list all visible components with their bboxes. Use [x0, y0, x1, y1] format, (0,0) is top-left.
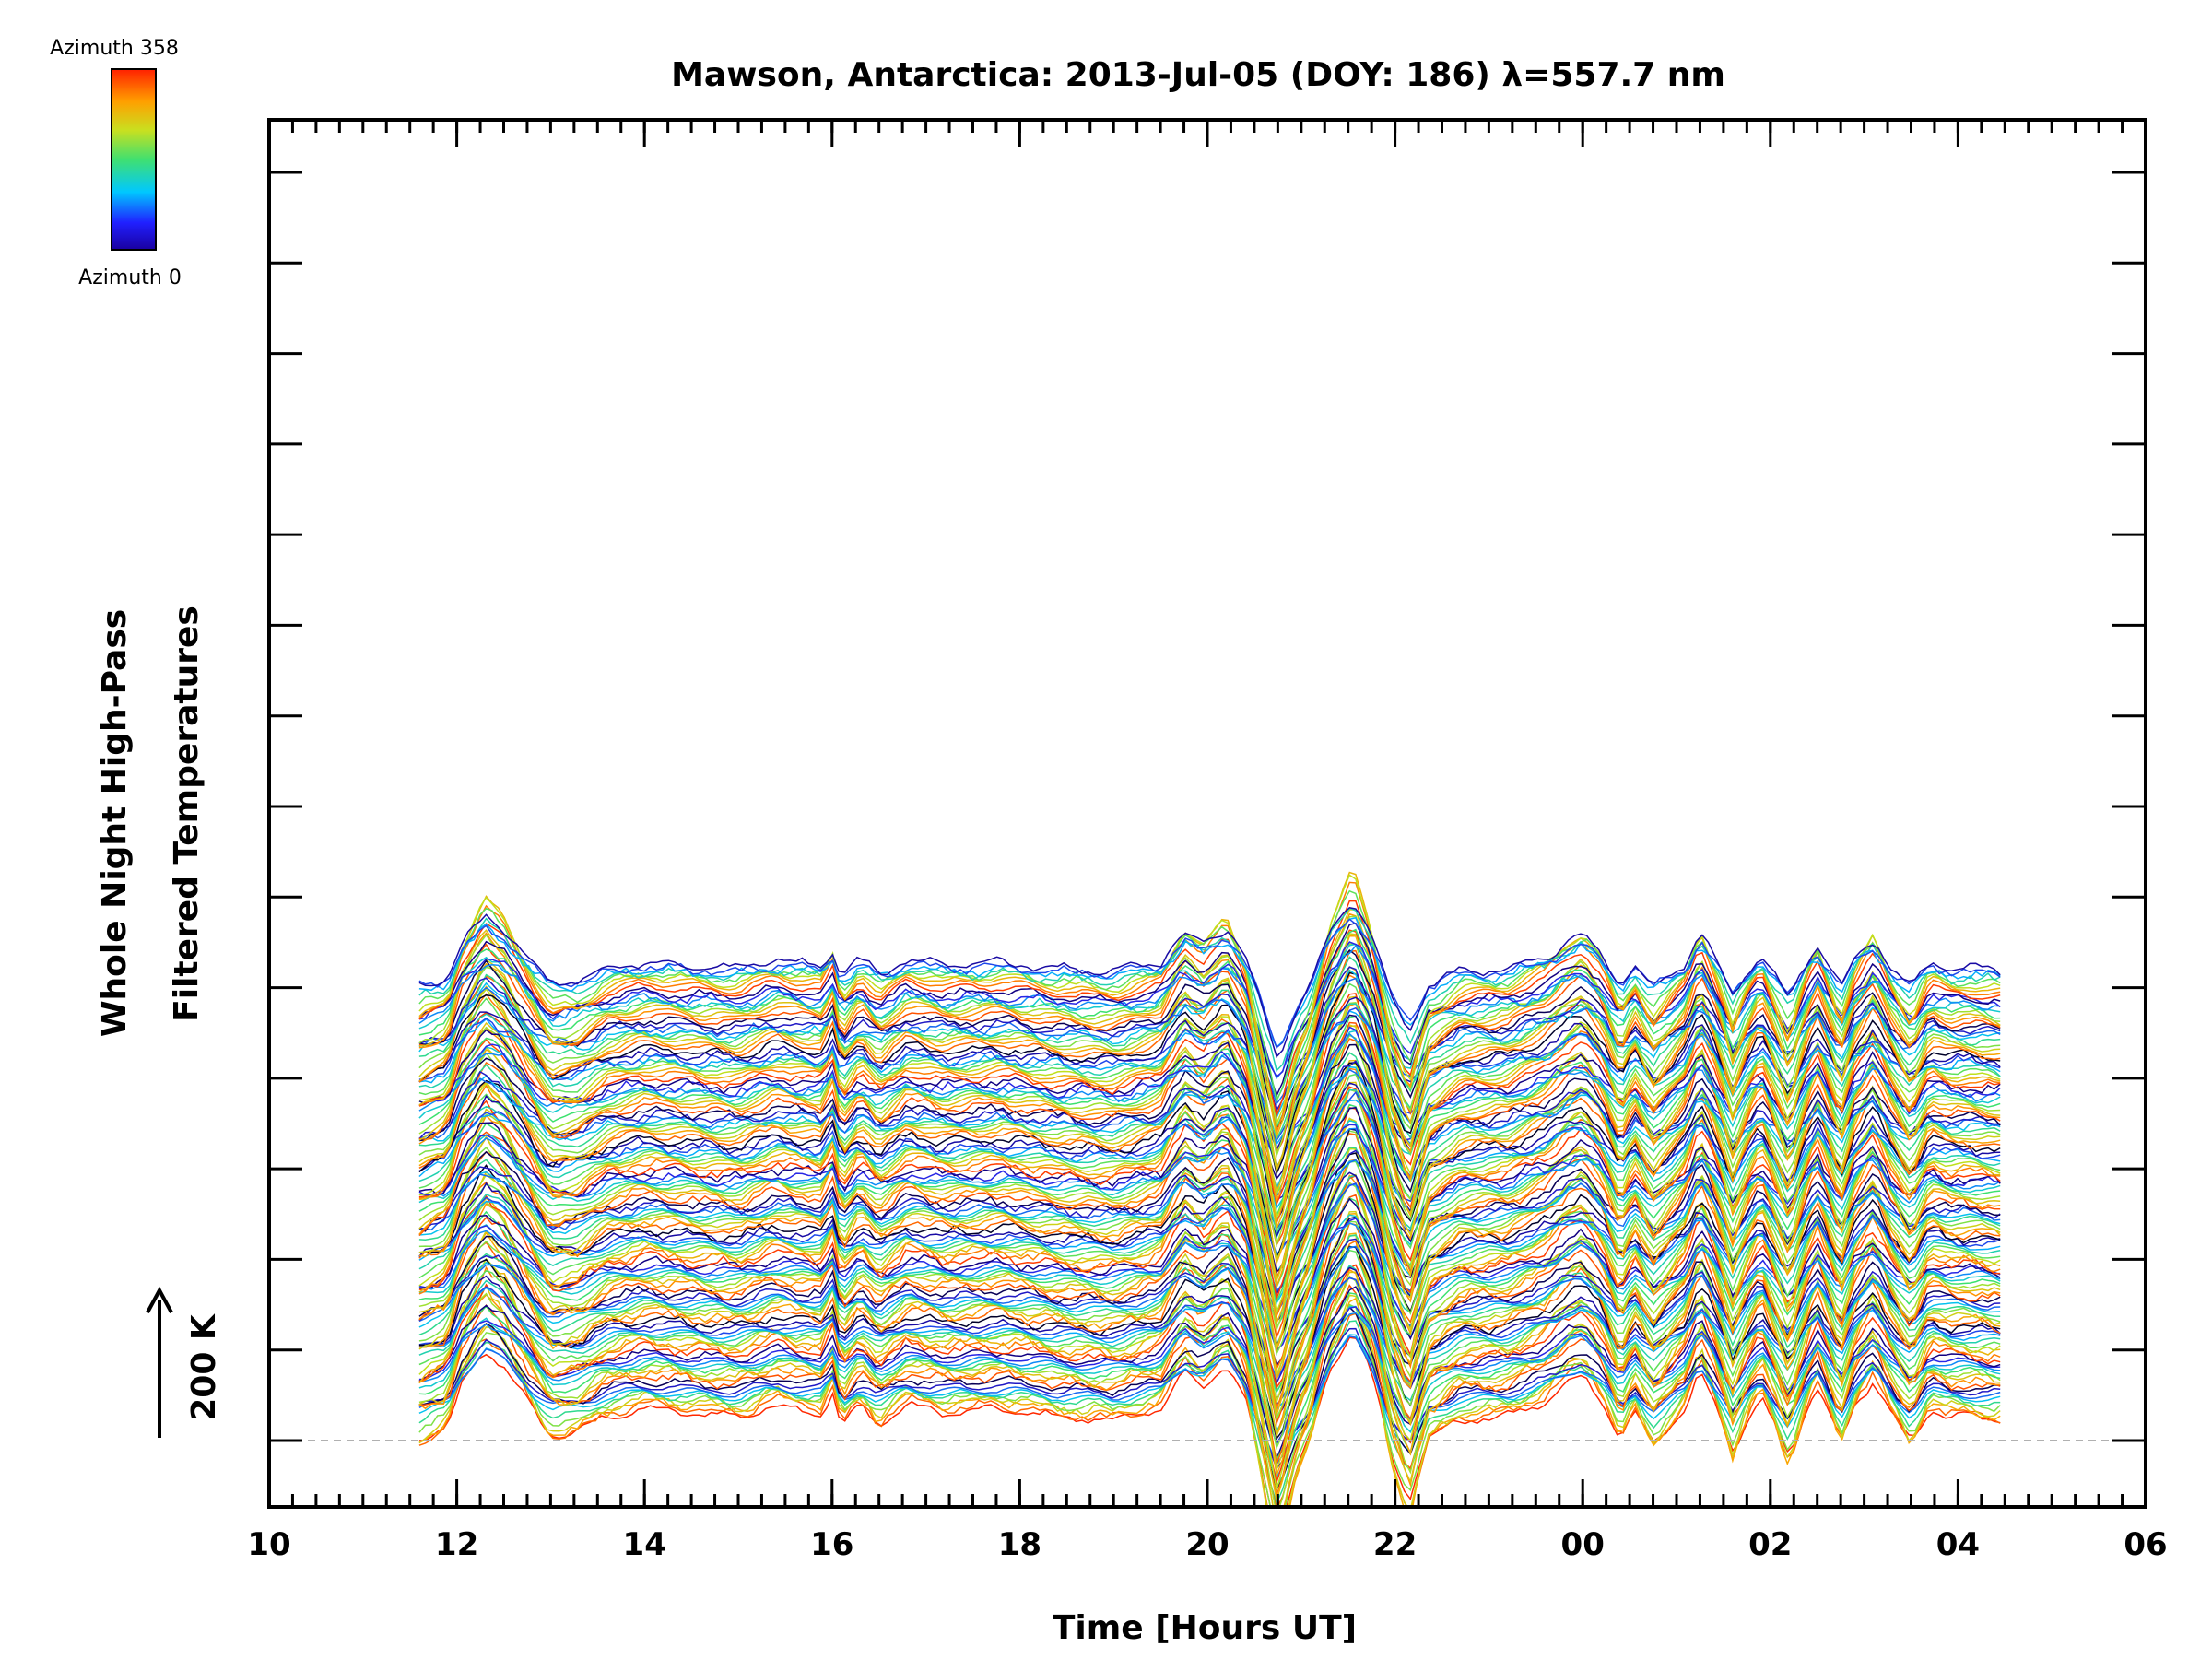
- colorbar-top-label: Azimuth 358: [50, 37, 179, 60]
- series-line: [418, 977, 2001, 1106]
- series-line: [418, 1052, 2001, 1235]
- scale-label: 200 K: [185, 1313, 223, 1421]
- series-line: [418, 1271, 2001, 1507]
- series-line: [418, 1275, 2001, 1507]
- series-line: [418, 874, 2001, 1126]
- x-tick-label: 06: [2124, 1526, 2167, 1563]
- series-line: [418, 1147, 2001, 1403]
- series-line: [418, 918, 2001, 1049]
- x-tick-label: 04: [1936, 1526, 1980, 1563]
- scale-arrow: [146, 1286, 173, 1438]
- series-line: [418, 1002, 2001, 1248]
- series-line: [418, 1174, 2001, 1437]
- series-line: [418, 1147, 2001, 1329]
- series-line: [418, 906, 2001, 1058]
- series-line: [418, 1220, 2001, 1451]
- series-line: [418, 1117, 2001, 1382]
- series-line: [418, 1103, 2001, 1304]
- series-line: [418, 1030, 2001, 1191]
- x-tick-label: 20: [1185, 1526, 1229, 1563]
- plot-area: [267, 118, 2147, 1509]
- x-tick-label: 16: [810, 1526, 853, 1563]
- series-line: [418, 1099, 2001, 1240]
- series-line: [418, 943, 2001, 1172]
- series-line: [418, 1210, 2001, 1473]
- series-line: [418, 1147, 2001, 1416]
- y-axis-label-line2: Filtered Temperatures: [168, 606, 206, 1022]
- series-line: [418, 915, 2001, 1159]
- x-tick-label: 14: [623, 1526, 666, 1563]
- colorbar: [111, 68, 157, 251]
- x-tick-label: 02: [1748, 1526, 1792, 1563]
- series-line: [418, 1024, 2001, 1284]
- series-line: [418, 1312, 2001, 1445]
- chart-title: Mawson, Antarctica: 2013-Jul-05 (DOY: 18…: [671, 56, 1725, 94]
- series-line: [418, 1003, 2001, 1168]
- colorbar-bottom-label: Azimuth 0: [78, 266, 182, 289]
- x-tick-label: 18: [998, 1526, 1041, 1563]
- series-line: [418, 943, 2001, 1102]
- series-line: [418, 881, 2001, 1135]
- series-line: [418, 1068, 2001, 1197]
- series-line: [418, 1320, 2001, 1506]
- x-tick-label: 22: [1373, 1526, 1417, 1563]
- series-line: [418, 1063, 2001, 1315]
- series-group: [418, 871, 2001, 1507]
- series-line: [418, 1234, 2001, 1420]
- series-line: [418, 1232, 2001, 1500]
- series-line: [418, 928, 2001, 1129]
- series-line: [418, 1245, 2001, 1394]
- series-line: [418, 916, 2001, 1049]
- x-tick-label: 10: [247, 1526, 290, 1563]
- series-line: [418, 1245, 2001, 1441]
- series-line: [418, 1159, 2001, 1305]
- series-line: [418, 1088, 2001, 1333]
- plot-frame: [267, 118, 2147, 1509]
- series-line: [418, 1303, 2001, 1507]
- series-line: [418, 1182, 2001, 1422]
- series-line: [418, 871, 2001, 1140]
- series-line: [418, 1088, 2001, 1260]
- series-line: [418, 909, 2001, 1173]
- series-line: [418, 1106, 2001, 1274]
- x-axis-label: Time [Hours UT]: [1053, 1609, 1357, 1647]
- series-line: [418, 1305, 2001, 1462]
- series-line: [418, 1292, 2001, 1489]
- x-tick-label: 00: [1561, 1526, 1605, 1563]
- y-axis-label-line1: Whole Night High-Pass: [96, 609, 134, 1037]
- x-tick-label: 12: [435, 1526, 478, 1563]
- x-axis: 10 12 14 16 18 20 22 00 02 04 06: [247, 120, 2168, 1563]
- series-line: [418, 1010, 2001, 1147]
